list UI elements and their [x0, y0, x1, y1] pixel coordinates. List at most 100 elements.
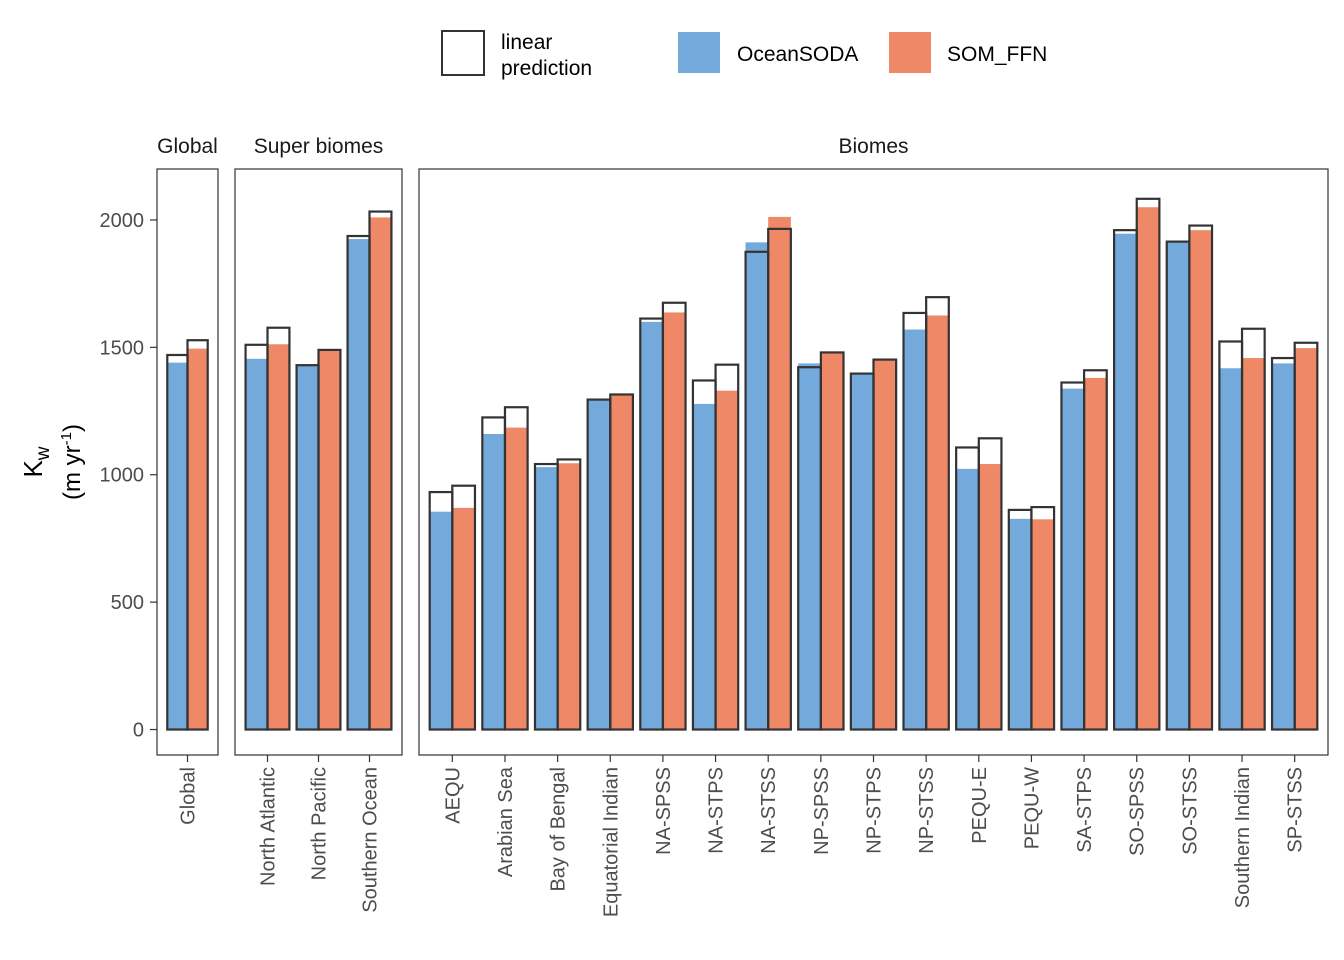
bar-oceansoda-aequ: [429, 511, 453, 730]
bar-som-ffn-np-stss: [926, 315, 949, 730]
bar-oceansoda-southern-indian: [1219, 368, 1243, 730]
legend: linear prediction OceanSODA SOM_FFN: [441, 30, 1047, 80]
x-tick-label-bay-of-bengal: Bay of Bengal: [548, 767, 570, 892]
x-tick-label-pequ-w: PEQU-W: [1021, 767, 1043, 849]
bar-oceansoda-np-stss: [903, 329, 927, 730]
y-axis-title-units: (m yr-1): [58, 424, 86, 500]
bar-som-ffn-np-stps: [873, 359, 897, 730]
x-tick-label-global: Global: [178, 767, 200, 825]
bar-oceansoda-np-spss: [798, 363, 821, 730]
bar-som-ffn-pequ-e: [978, 464, 1002, 730]
linear-prediction-som-ffn-so-spss: [1135, 197, 1161, 731]
linear-prediction-som-ffn-aequ: [451, 484, 477, 731]
legend-label-oceansoda: OceanSODA: [737, 43, 858, 66]
bar-som-ffn-pequ-w: [1031, 519, 1055, 730]
linear-prediction-som-ffn-equatorial-indian: [609, 393, 635, 731]
linear-prediction-som-ffn-np-spss: [819, 351, 845, 731]
bar-oceansoda-southern-ocean: [347, 239, 370, 730]
bar-som-ffn-southern-ocean: [369, 217, 392, 730]
linear-prediction-som-ffn-southern-indian: [1240, 327, 1266, 731]
y-tick-label: 1000: [100, 465, 145, 487]
panels: Global Global Super biomes North Atlantic No…: [156, 135, 1329, 917]
y-tick-label: 500: [111, 592, 144, 614]
bar-som-ffn-equatorial-indian: [610, 395, 633, 730]
panel-global: Global Global: [156, 135, 219, 825]
y-axis: 0 500 1000 1500 2000: [100, 210, 157, 742]
bar-oceansoda-pequ-w: [1008, 518, 1032, 730]
x-tick-label-sa-stps: SA-STPS: [1074, 767, 1096, 853]
bar-som-ffn-southern-indian: [1242, 358, 1265, 730]
bar-som-ffn-np-spss: [820, 352, 844, 730]
x-tick-label-na-stps: NA-STPS: [706, 767, 728, 854]
x-tick-label-aequ: AEQU: [442, 767, 464, 824]
linear-prediction-som-ffn-arabian-sea: [503, 406, 529, 731]
panel-title: Global: [157, 135, 218, 158]
bar-som-ffn-so-stss: [1189, 230, 1213, 730]
x-tick-label-so-spss: SO-SPSS: [1127, 767, 1149, 856]
panel-biomes: Biomes AEQU Arabian Sea Bay of Bengal Equato…: [418, 135, 1329, 917]
x-tick-label-pequ-e: PEQU-E: [969, 767, 991, 844]
x-tick-label-na-stss: NA-STSS: [758, 767, 780, 854]
bar-oceansoda-so-stss: [1166, 242, 1190, 730]
bar-oceansoda-np-stps: [850, 372, 874, 730]
bar-som-ffn-global: [187, 348, 208, 730]
x-tick-label-sp-stss: SP-STSS: [1285, 767, 1307, 853]
y-axis-title-main: Kw: [18, 446, 54, 477]
bar-som-ffn-bay-of-bengal: [557, 463, 581, 730]
legend-label-som-ffn: SOM_FFN: [947, 43, 1047, 66]
x-tick-label-np-spss: NP-SPSS: [811, 767, 833, 855]
bar-oceansoda-equatorial-indian: [587, 399, 611, 730]
y-tick-label: 1500: [100, 337, 145, 359]
linear-prediction-som-ffn-southern-ocean: [368, 210, 393, 731]
x-tick-label-southern-indian: Southern Indian: [1232, 767, 1254, 908]
x-tick-label-na-spss: NA-SPSS: [653, 767, 675, 855]
bar-oceansoda-sp-stss: [1272, 363, 1295, 730]
linear-prediction-som-ffn-so-stss: [1188, 224, 1214, 731]
panel-super-biomes: Super biomes North Atlantic North Pacific S…: [234, 135, 403, 913]
y-tick-label: 2000: [100, 210, 145, 232]
bar-oceansoda-na-stps: [692, 403, 716, 730]
bar-oceansoda-north-atlantic: [245, 358, 268, 730]
linear-prediction-som-ffn-global: [186, 339, 209, 731]
x-tick-label-np-stps: NP-STPS: [864, 767, 886, 854]
bar-som-ffn-arabian-sea: [504, 427, 528, 730]
bar-som-ffn-so-spss: [1136, 207, 1160, 730]
panel-title: Super biomes: [254, 135, 384, 158]
bar-oceansoda-sa-stps: [1061, 388, 1085, 730]
bar-som-ffn-na-stps: [715, 390, 739, 730]
legend-key-oceansoda: [678, 32, 720, 73]
linear-prediction-som-ffn-np-stps: [872, 358, 898, 731]
bar-oceansoda-north-pacific: [296, 365, 319, 730]
bar-som-ffn-aequ: [452, 507, 475, 730]
x-tick-label-north-pacific: North Pacific: [309, 767, 331, 880]
linear-prediction-som-ffn-na-spss: [661, 301, 687, 731]
linear-prediction-som-ffn-na-stps: [714, 363, 740, 731]
bar-som-ffn-north-pacific: [318, 349, 341, 730]
x-tick-label-equatorial-indian: Equatorial Indian: [600, 767, 622, 917]
x-tick-label-arabian-sea: Arabian Sea: [495, 766, 517, 877]
bar-oceansoda-arabian-sea: [482, 433, 505, 730]
legend-key-linear-prediction: [441, 30, 485, 76]
linear-prediction-som-ffn-np-stss: [925, 296, 950, 731]
bar-oceansoda-na-stss: [745, 242, 769, 730]
bar-som-ffn-sp-stss: [1294, 348, 1318, 730]
linear-prediction-som-ffn-north-pacific: [317, 348, 342, 731]
panel-title: Biomes: [838, 135, 908, 158]
linear-prediction-som-ffn-pequ-e: [977, 437, 1003, 731]
bar-som-ffn-north-atlantic: [267, 344, 290, 730]
bar-oceansoda-na-spss: [640, 321, 663, 730]
y-axis-title: Kw (m yr-1): [18, 424, 86, 500]
linear-prediction-som-ffn-sp-stss: [1293, 341, 1319, 731]
bar-som-ffn-sa-stps: [1084, 377, 1107, 730]
x-tick-label-southern-ocean: Southern Ocean: [360, 767, 382, 913]
x-tick-label-north-atlantic: North Atlantic: [258, 767, 280, 886]
linear-prediction-som-ffn-bay-of-bengal: [556, 458, 582, 731]
linear-prediction-som-ffn-north-atlantic: [266, 326, 291, 731]
bar-oceansoda-pequ-e: [956, 468, 979, 730]
bar-oceansoda-so-spss: [1114, 233, 1137, 730]
linear-prediction-som-ffn-sa-stps: [1082, 369, 1108, 731]
legend-label-linear-line1: linear: [501, 31, 552, 54]
y-tick-label: 0: [133, 720, 144, 742]
linear-prediction-som-ffn-pequ-w: [1030, 505, 1056, 731]
